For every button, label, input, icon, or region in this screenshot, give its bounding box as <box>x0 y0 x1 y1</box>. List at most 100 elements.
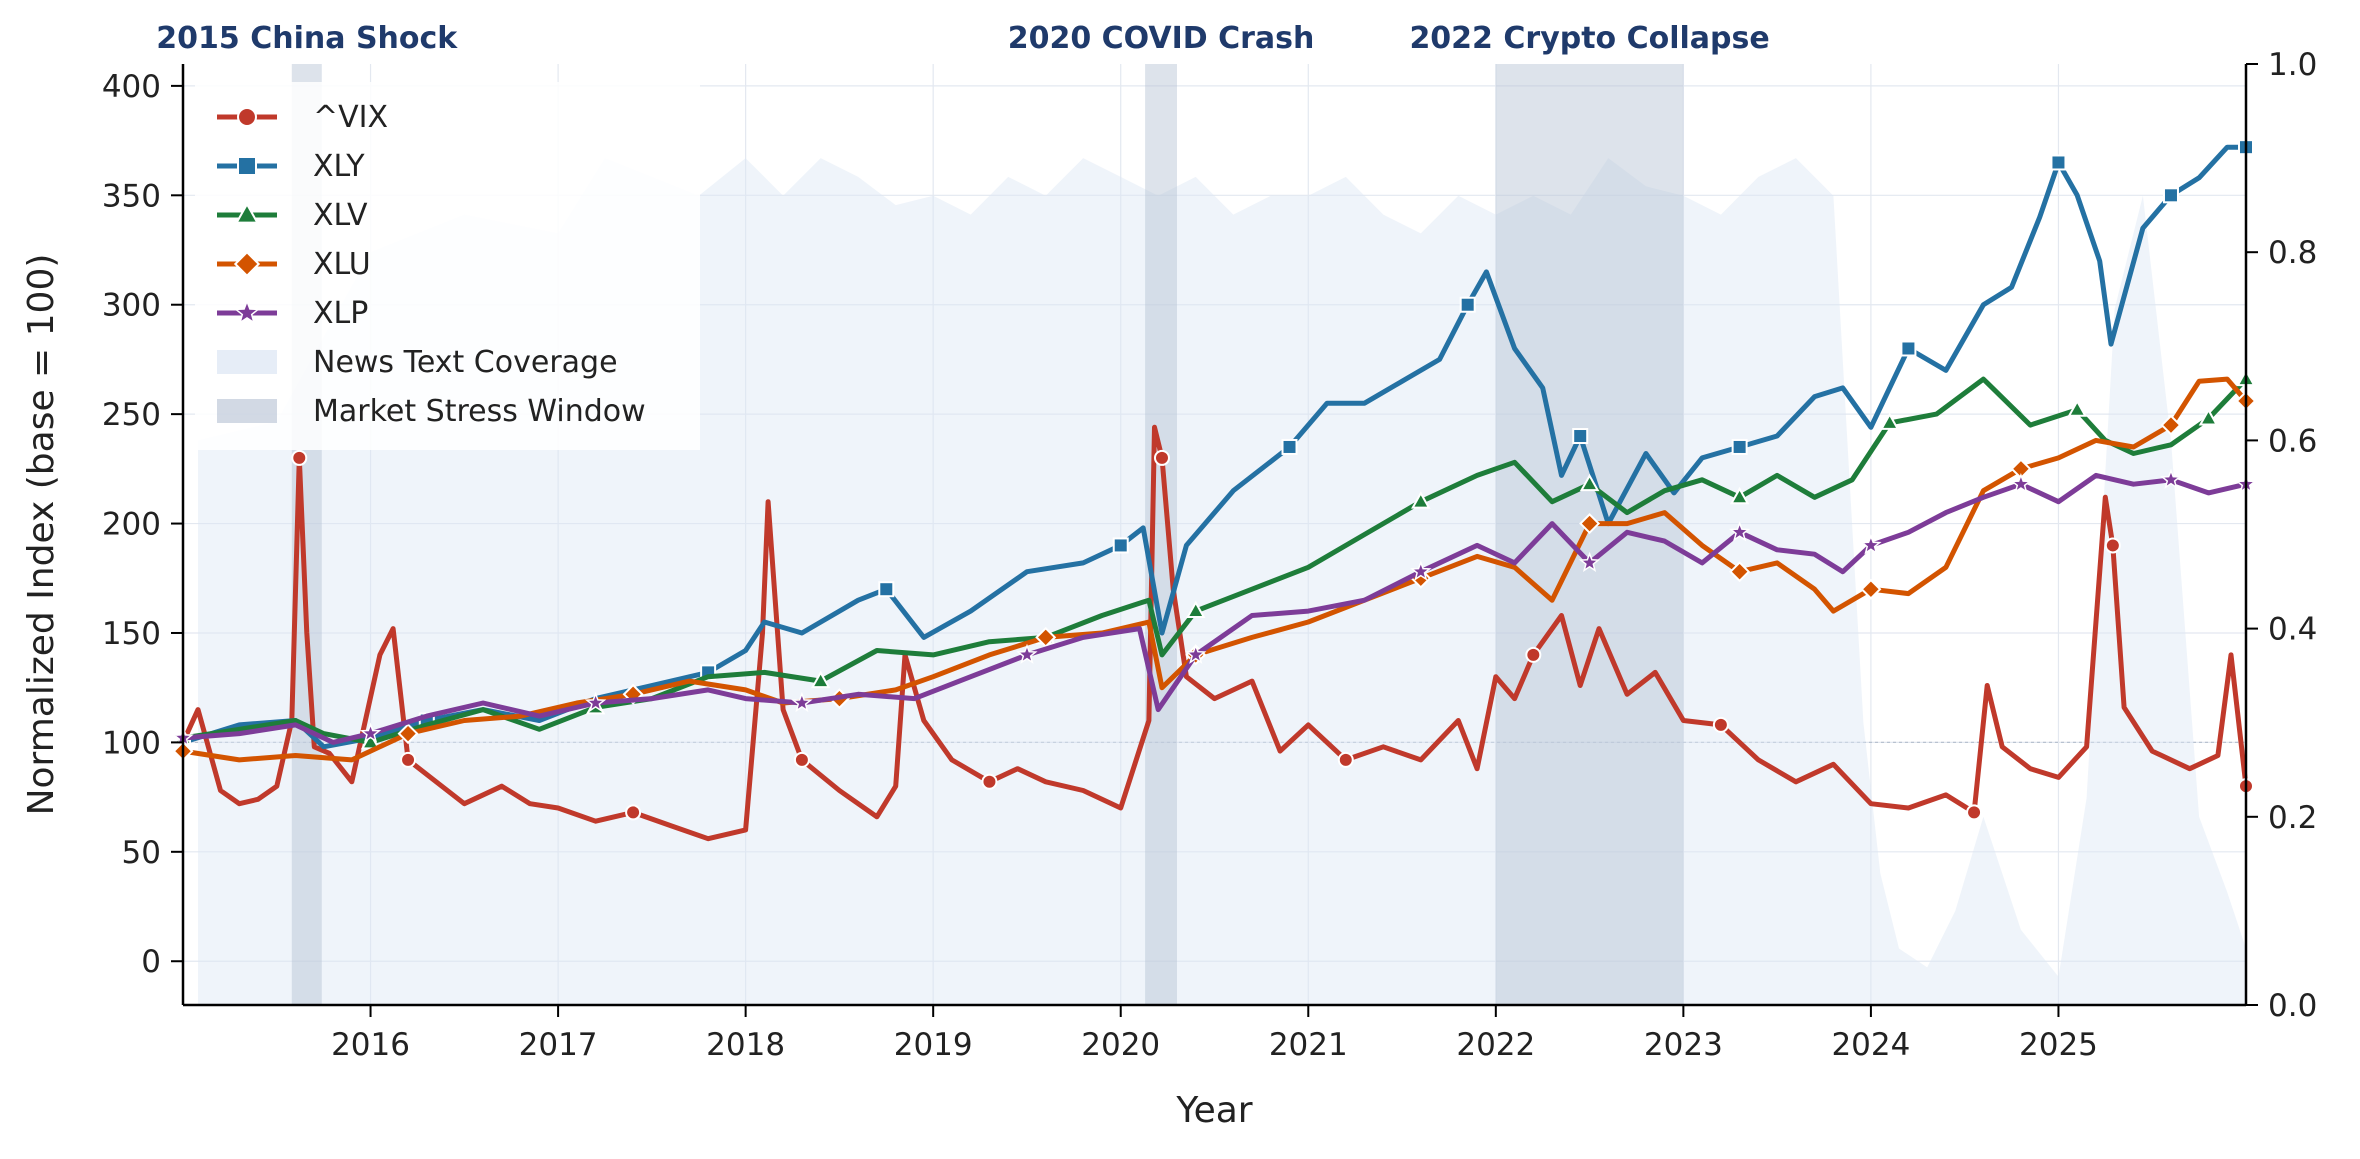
data-point <box>1879 412 1900 430</box>
data-point <box>1572 428 1589 445</box>
x-axis-title: Year <box>1175 1090 1252 1131</box>
data-point <box>1112 537 1129 554</box>
data-point <box>1459 296 1476 313</box>
news-coverage-area <box>198 158 2246 1006</box>
stress-window-band <box>1495 64 1684 1005</box>
data-point <box>1860 534 1882 555</box>
stress-window-band <box>1145 64 1177 1005</box>
data-point <box>1966 804 1983 821</box>
data-point <box>791 691 813 713</box>
data-point <box>360 731 381 750</box>
y-tick-label: 300 <box>102 288 161 324</box>
data-point <box>1731 438 1748 455</box>
coverage-layer <box>198 158 2246 1006</box>
legend-marker <box>233 250 261 278</box>
data-point <box>1578 551 1601 572</box>
data-point <box>1579 473 1600 492</box>
data-point <box>1729 486 1750 505</box>
y-tick-label: 250 <box>102 397 161 433</box>
legend-swatch-stress <box>217 399 277 423</box>
y2-tick-label: 0.2 <box>2268 800 2317 836</box>
data-point <box>625 804 642 821</box>
data-point <box>1729 561 1751 583</box>
data-point <box>400 751 417 768</box>
legend-swatch-coverage <box>217 350 277 374</box>
data-point <box>1525 646 1542 663</box>
x-tick-label: 2020 <box>1081 1027 1160 1063</box>
data-point <box>1410 560 1432 581</box>
x-tick-label: 2021 <box>1269 1027 1348 1063</box>
legend-label: XLP <box>313 296 368 331</box>
data-point <box>359 722 382 743</box>
x-tick-label: 2022 <box>1456 1027 1535 1063</box>
data-point <box>1185 643 1207 664</box>
legend-marker <box>234 202 260 224</box>
data-point <box>1712 716 1729 733</box>
data-point <box>2050 154 2067 171</box>
data-point <box>2010 472 2032 494</box>
legend-label: News Text Coverage <box>313 345 618 380</box>
x-tick-label: 2016 <box>331 1027 410 1063</box>
data-point <box>878 581 895 598</box>
legend: ^VIX XLY XLV XLU XLP News Text Coverage Market… <box>195 82 700 450</box>
data-point <box>793 751 810 768</box>
series-line-xlp <box>180 472 2249 745</box>
data-point <box>981 773 998 790</box>
legend-box <box>195 82 700 450</box>
y2-tick-label: 0.4 <box>2268 612 2317 648</box>
legend-label: XLV <box>313 198 368 233</box>
legend-label: Market Stress Window <box>313 394 646 429</box>
data-point <box>1900 340 1917 357</box>
data-point <box>2104 537 2121 554</box>
legend-label: XLU <box>313 247 371 282</box>
y-tick-label: 350 <box>102 178 161 214</box>
x-tick-label: 2023 <box>1644 1027 1723 1063</box>
series-line-xlv <box>180 376 2249 745</box>
y2-tick-label: 0.0 <box>2268 988 2317 1024</box>
data-point <box>1016 643 1038 664</box>
data-point <box>2198 408 2219 426</box>
series-line-xlu <box>180 376 2249 763</box>
data-point <box>1185 600 1206 619</box>
stress-window-label: 2015 China Shock <box>156 21 458 56</box>
y-tick-label: 150 <box>102 616 161 652</box>
x-tick-label: 2018 <box>706 1027 785 1063</box>
data-point <box>397 723 419 745</box>
x-tick-label: 2017 <box>519 1027 598 1063</box>
data-point <box>1281 438 1298 455</box>
x-tick-label: 2024 <box>1831 1027 1910 1063</box>
data-point <box>1579 513 1601 535</box>
data-point <box>2160 414 2182 436</box>
stress-window-label: 2020 COVID Crash <box>1008 21 1315 56</box>
data-point <box>1411 491 1431 509</box>
y-tick-label: 50 <box>122 835 161 871</box>
data-point <box>1728 521 1751 542</box>
data-point <box>1860 578 1882 600</box>
y-tick-label: 200 <box>102 507 161 543</box>
data-point <box>1035 626 1057 648</box>
legend-marker <box>237 156 257 176</box>
x-tick-label: 2025 <box>2019 1027 2098 1063</box>
legend-label: ^VIX <box>313 100 388 135</box>
data-point <box>291 449 308 466</box>
data-point <box>584 691 607 713</box>
data-point <box>1153 449 1170 466</box>
data-point <box>2162 187 2179 204</box>
y2-tick-label: 0.8 <box>2268 235 2317 271</box>
y2-tick-label: 1.0 <box>2268 47 2317 83</box>
y2-tick-label: 0.6 <box>2268 423 2317 459</box>
data-point <box>2067 399 2087 417</box>
y-tick-label: 0 <box>141 944 161 980</box>
data-point <box>1337 751 1354 768</box>
y-tick-label: 400 <box>102 69 161 105</box>
legend-label: XLY <box>313 149 365 184</box>
y-tick-label: 100 <box>102 725 161 761</box>
data-point <box>2160 468 2182 489</box>
stress-window-label: 2022 Crypto Collapse <box>1409 21 1769 56</box>
x-tick-label: 2019 <box>894 1027 973 1063</box>
legend-marker <box>237 107 257 127</box>
axes-layer: 2016 2017 2018 2019 2020 2021 2022 2023 2024 2025… <box>21 47 2317 1131</box>
series-line-xly <box>180 144 2249 750</box>
